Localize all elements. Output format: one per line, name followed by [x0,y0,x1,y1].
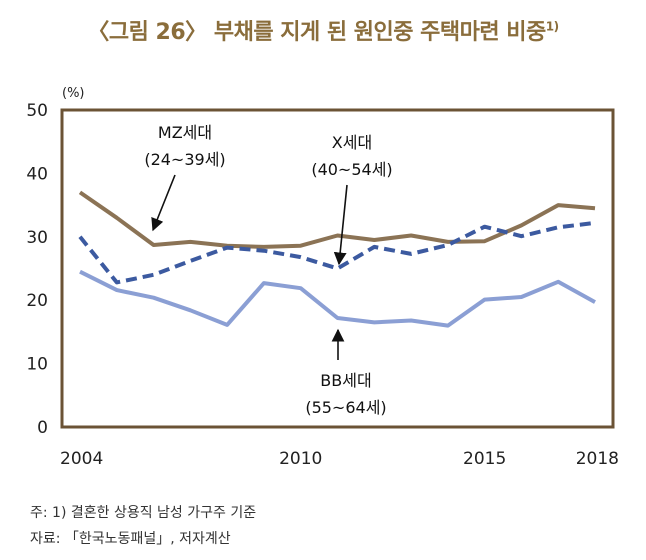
series-label-3: BB세대 [320,371,371,390]
chart-title: 〈그림 26〉 부채를 지게 된 원인중 주택마련 비중1) [87,19,559,45]
y-tick-label: 0 [37,418,48,438]
y-tick-label: 10 [26,355,48,375]
series-line-3 [79,269,596,328]
footnote-basis: 주: 1) 결혼한 상용직 남성 가구주 기준 [30,505,257,521]
series-line-1 [78,190,596,249]
y-tick-label: 40 [26,164,48,184]
plot-frame [60,108,615,429]
y-tick-label: 50 [26,101,48,121]
x-tick-label: 2018 [576,449,619,469]
series-label-2: X세대 [332,133,372,152]
line-chart: 0 10 20 30 40 50 (%) 2004 2010 2015 2018 MZ세대 (24~3… [26,86,619,469]
series-label-3: (55~64세) [305,398,386,417]
series-label-2: (40~54세) [311,160,392,179]
series-label-1: MZ세대 [158,123,212,142]
y-axis-unit: (%) [62,86,85,101]
y-tick-label: 20 [26,291,48,311]
footnotes: 주: 1) 결혼한 상용직 남성 가구주 기준 자료: 「한국노동패널」, 저자… [30,500,256,552]
x-tick-label: 2010 [279,449,322,469]
x-tick-label: 2015 [463,449,506,469]
series-label-arrow [151,174,176,232]
footnote-source: 자료: 「한국노동패널」, 저자계산 [30,531,231,547]
y-tick-label: 30 [26,228,48,248]
series-label-1: (24~39세) [144,150,225,169]
series-label-arrow [333,184,348,266]
series-line-2 [78,220,596,285]
x-tick-label: 2004 [60,449,103,469]
